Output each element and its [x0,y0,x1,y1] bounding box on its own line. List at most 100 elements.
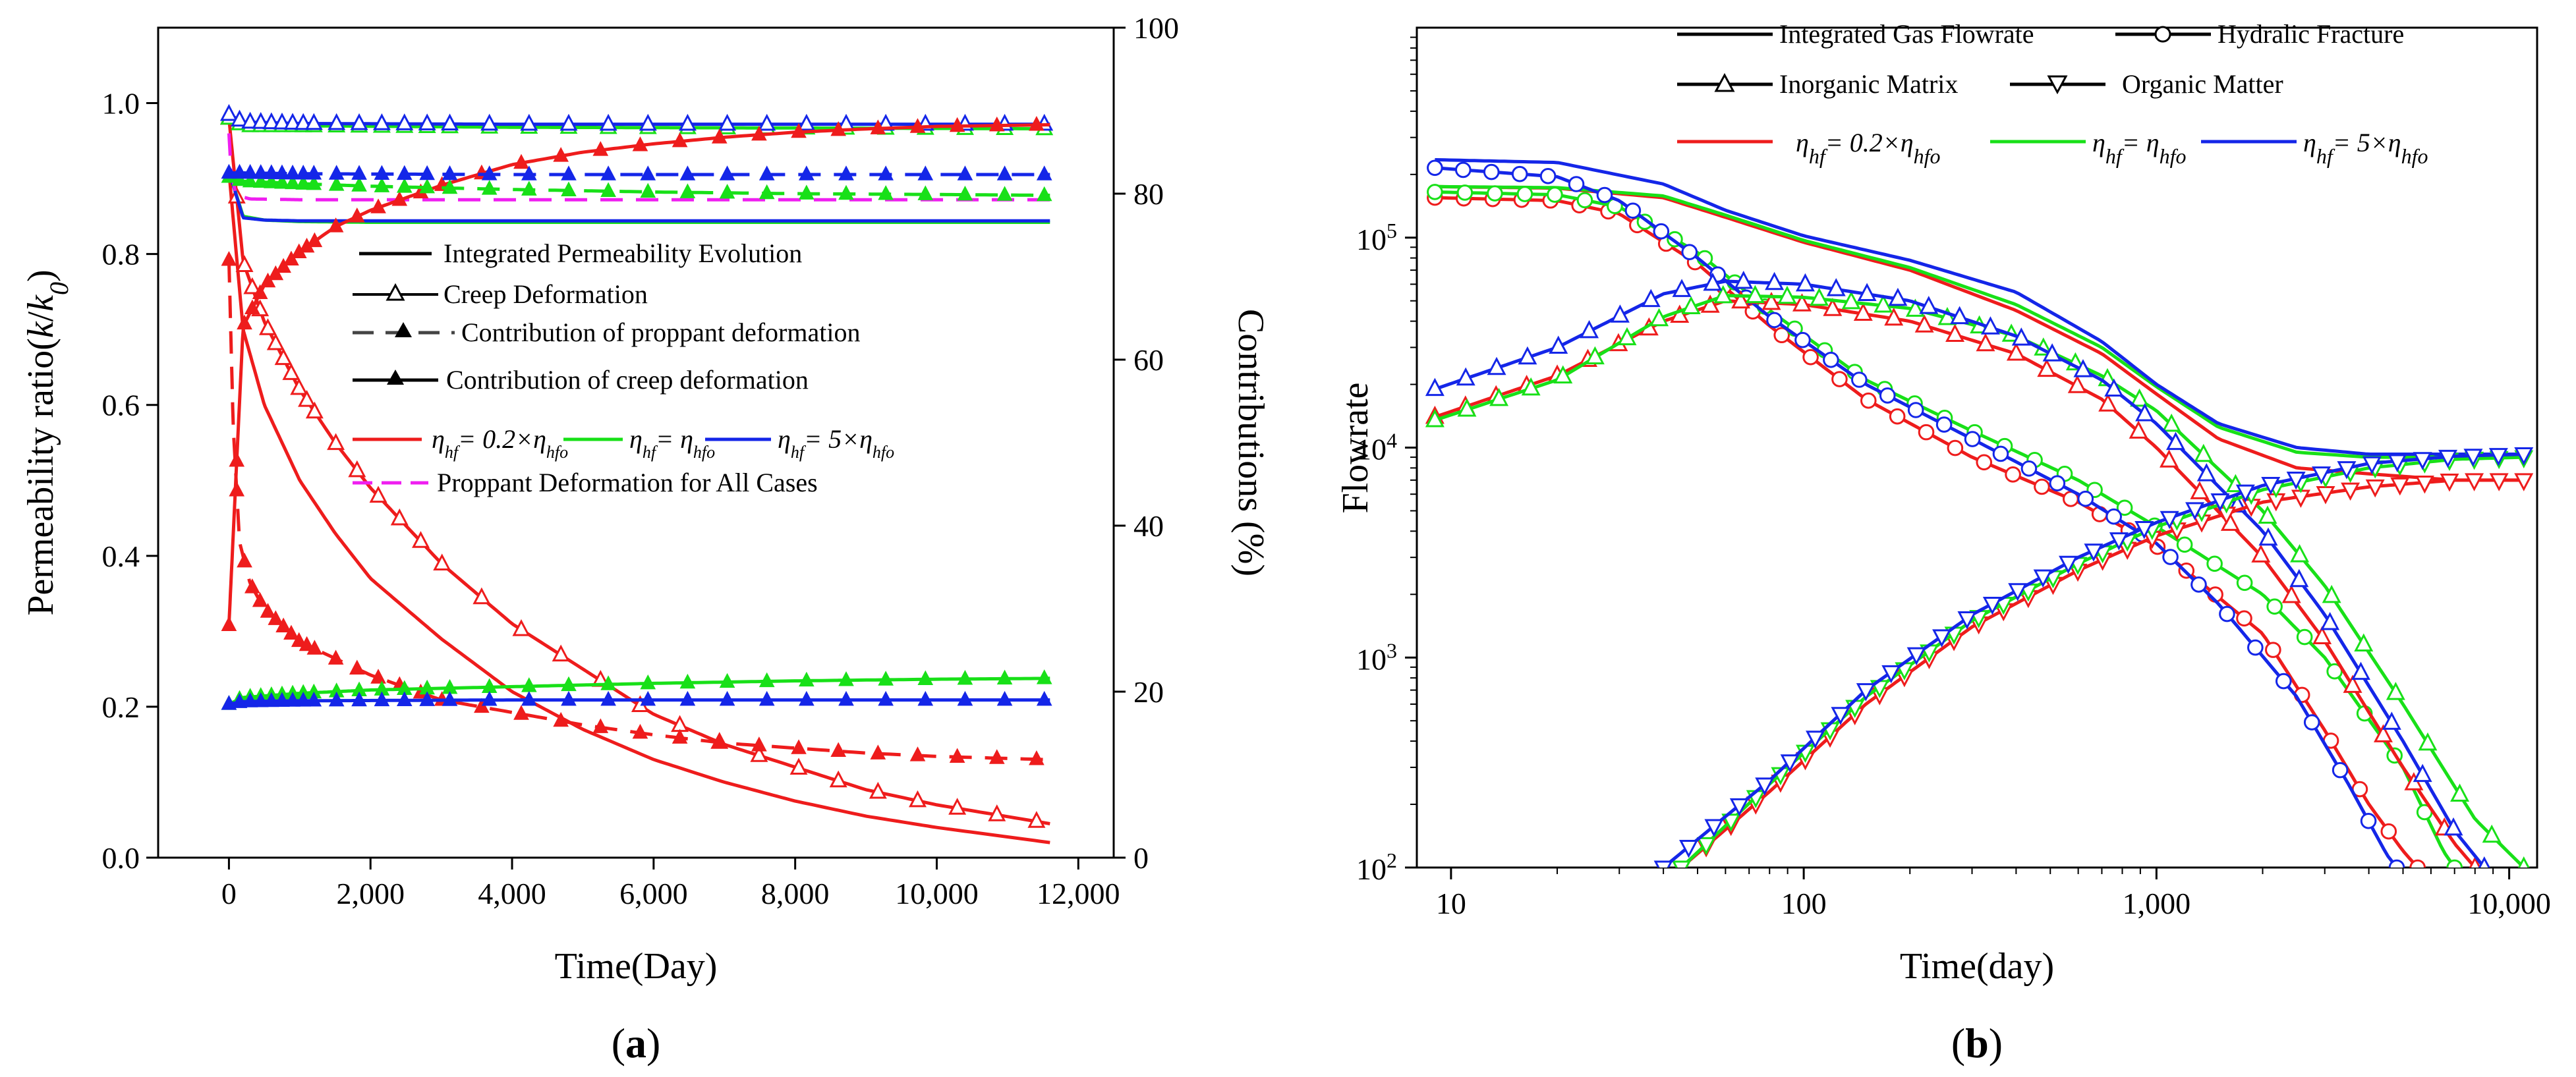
open-down-triangle-marker [1653,860,1673,868]
open-triangle-marker [2450,783,2470,802]
open-circle-marker [1879,387,1896,404]
filled-triangle-marker [391,190,408,206]
filled-triangle-marker [252,173,269,188]
open-down-triangle-marker [1906,647,1926,666]
filled-triangle-marker [799,184,815,200]
open-triangle-marker [758,113,776,131]
open-triangle-marker [1945,323,1965,343]
open-circle-marker [2303,714,2320,731]
open-triangle-marker [1976,333,1995,352]
open-circle-marker [2005,466,2021,483]
open-down-triangle-marker [2008,583,2028,601]
open-triangle-marker [1765,271,1785,290]
legend-item-inorganic-matrix: Inorganic Matrix [1677,69,1958,99]
open-down-triangle-marker [1881,665,1901,684]
open-triangle-marker [1681,296,1701,314]
open-down-triangle-marker [2210,493,2230,512]
open-down-triangle-marker [1780,754,1800,773]
legend-item-organic-matter: Organic Matter [2010,69,2283,99]
panel-b-x-axis-title: Time(day) [1900,946,2054,987]
open-triangle-marker [1580,319,1599,339]
open-triangle-marker [718,113,737,131]
series-blue-contribution [221,163,1052,180]
open-down-triangle-marker [2362,456,2382,475]
filled-triangle-marker [679,673,696,689]
filled-triangle-marker [221,616,237,631]
open-triangle-marker [235,255,254,272]
open-triangle-marker [829,770,847,788]
open-triangle-marker [2042,343,2062,362]
series-green-circle-open [1427,184,2463,868]
filled-triangle-marker [268,610,284,625]
open-triangle-marker [283,113,302,130]
series-green-contribution [221,669,1052,710]
y-tick-label: 0.4 [102,539,140,573]
open-triangle-marker [2482,824,2502,843]
filled-triangle-marker [1036,165,1052,180]
series-line [1434,299,2476,868]
open-down-triangle-marker [1806,731,1825,749]
filled-triangle-marker [237,552,252,568]
open-circle-marker [1831,371,1848,387]
filled-triangle-marker [561,676,577,692]
series-green-contribution [221,168,1052,202]
series-red-triangle-open [1425,290,2481,868]
open-triangle-marker [241,111,260,129]
filled-triangle-marker [306,232,323,248]
open-circle-marker [1766,312,1783,329]
open-triangle-marker [472,587,491,605]
open-circle-marker [1823,352,1839,368]
filled-triangle-marker [957,165,973,180]
open-triangle-marker [418,113,436,130]
y-tick-label: 0.6 [102,389,140,422]
open-circle-marker [1456,184,1474,201]
panel-a-chart: 0 2,000 4,000 6,000 8,000 10,000 12,000 0.0 0.2… [20,11,1271,1066]
series-red-circle-open [1427,189,2426,868]
open-circle-marker [1487,185,1503,202]
filled-triangle-marker [285,174,301,190]
open-down-triangle-marker [2390,477,2410,496]
y-tick-label: 0.8 [102,238,140,271]
series-blue-none [1435,158,2524,456]
filled-triangle-marker [632,136,648,152]
open-triangle-marker [1670,304,1690,323]
open-triangle-marker [290,377,308,395]
series-green-triangle-open [1425,285,2530,868]
filled-triangle-marker [244,299,260,315]
filled-triangle-marker [229,451,245,467]
filled-triangle-marker [838,165,854,180]
filled-triangle-marker [328,176,345,191]
filled-triangle-marker [264,692,279,707]
legend-item-case-green: ηhf= ηhfo [563,424,715,462]
open-down-triangle-marker [2160,511,2179,530]
open-down-triangle-marker [1721,814,1741,832]
filled-triangle-marker [553,147,569,162]
open-triangle-marker [750,745,768,762]
legend-label: Contribution of proppant deformation [461,318,860,347]
open-circle-marker [2049,475,2066,491]
series-magenta-permeability [227,133,1050,202]
open-triangle-marker [304,113,323,130]
open-down-triangle-marker [2413,452,2432,470]
open-circle-marker [1516,186,1533,202]
y2-tick-label: 100 [1133,11,1179,45]
open-triangle-marker [266,333,285,350]
y2-tick-label: 60 [1133,343,1164,377]
open-triangle-marker [512,619,530,636]
filled-triangle-marker [679,690,696,706]
open-down-triangle-marker [2185,502,2205,520]
filled-triangle-marker [374,691,390,707]
filled-triangle-marker [274,164,290,180]
y-tick-label: 0.0 [102,841,140,875]
open-circle-marker [1576,192,1593,209]
filled-triangle-marker [917,690,934,706]
open-triangle-marker [2190,481,2210,499]
open-circle-marker [1794,331,1811,348]
filled-triangle-marker [870,744,886,759]
open-triangle-marker [2165,431,2185,451]
legend-label: Inorganic Matrix [1779,69,1958,99]
filled-triangle-marker [231,163,248,179]
open-down-triangle-marker [2134,520,2154,539]
filled-triangle-marker [751,736,767,752]
filled-triangle-marker [711,733,728,748]
